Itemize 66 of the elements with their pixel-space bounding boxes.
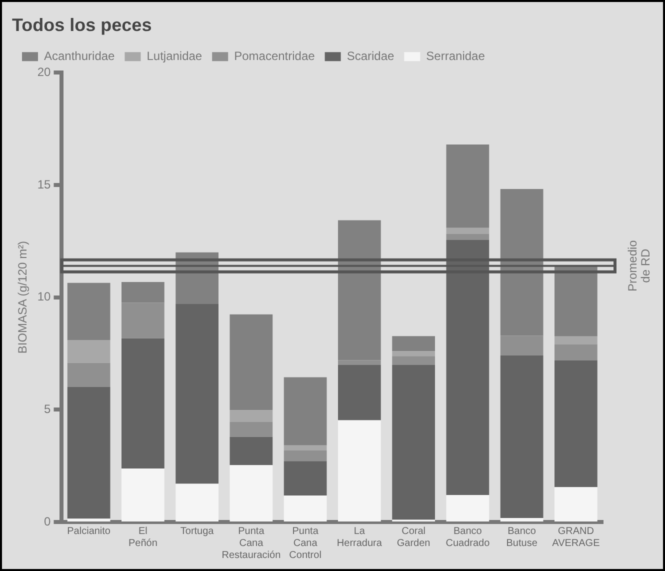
bar xyxy=(446,228,490,234)
bar xyxy=(230,436,273,466)
x-tick-label: Palcianito xyxy=(67,526,111,537)
bar xyxy=(392,364,435,520)
bar xyxy=(446,234,490,240)
bar xyxy=(284,450,327,462)
legend-label: Pomacentridae xyxy=(234,48,316,63)
bar xyxy=(500,356,544,518)
bar xyxy=(446,240,490,496)
bar xyxy=(122,338,164,469)
x-tick-label: Banco Cuadrado xyxy=(446,526,490,549)
bar xyxy=(338,220,381,360)
bar xyxy=(554,265,598,336)
ref-line-label: Promedio de RD xyxy=(625,240,652,292)
y-tick-label: 20 xyxy=(37,64,52,79)
y-tick-label: 0 xyxy=(44,514,52,528)
bar xyxy=(392,356,435,365)
bar xyxy=(67,518,110,522)
bar xyxy=(446,495,490,522)
y-tick-label: 10 xyxy=(37,290,52,304)
bar xyxy=(392,336,435,352)
bar xyxy=(446,144,490,228)
bar xyxy=(554,336,598,344)
x-tick-label: GRAND AVERAGE xyxy=(552,526,600,549)
bar xyxy=(176,304,218,484)
bar xyxy=(230,410,273,422)
bar xyxy=(392,351,435,356)
y-tick-label: 15 xyxy=(37,177,52,192)
y-axis-title: BIOMASA (g/120 m²) xyxy=(16,240,30,354)
chart-title: Todos los peces xyxy=(12,14,152,35)
bar xyxy=(500,188,544,336)
x-tick-label: La Herradura xyxy=(336,526,382,549)
bar xyxy=(176,484,218,522)
bar xyxy=(230,422,273,437)
bar xyxy=(230,314,273,410)
bar xyxy=(284,377,327,446)
bar xyxy=(554,487,598,522)
legend-label: Serranidae xyxy=(426,48,486,63)
bar xyxy=(554,344,598,360)
y-tick-label: 5 xyxy=(44,402,52,416)
x-tick-label: El Peñón xyxy=(128,526,158,549)
bar xyxy=(230,465,273,522)
bar xyxy=(338,420,381,522)
bar xyxy=(67,282,110,340)
bar xyxy=(284,495,327,522)
legend-label: Scaridae xyxy=(346,48,394,63)
x-tick-label: Banco Butuse xyxy=(506,526,538,549)
bar xyxy=(122,302,164,338)
bar xyxy=(554,360,598,488)
bar xyxy=(122,468,164,522)
bar xyxy=(284,445,327,451)
legend-label: Acanthuridae xyxy=(44,48,116,63)
bar xyxy=(67,362,110,387)
bar xyxy=(67,386,110,519)
bar xyxy=(122,282,164,303)
x-tick-label: Coral Garden xyxy=(396,526,430,549)
x-tick-label: Punta Cana Restauración xyxy=(222,526,281,561)
bar xyxy=(500,336,544,356)
x-tick-label: Punta Cana Control xyxy=(289,526,322,561)
bar xyxy=(338,364,381,420)
bar xyxy=(284,461,327,496)
x-tick-label: Tortuga xyxy=(180,526,214,537)
legend-label: Lutjanidae xyxy=(146,48,202,63)
bar xyxy=(67,340,110,363)
bar xyxy=(338,360,381,365)
bar xyxy=(500,518,544,522)
